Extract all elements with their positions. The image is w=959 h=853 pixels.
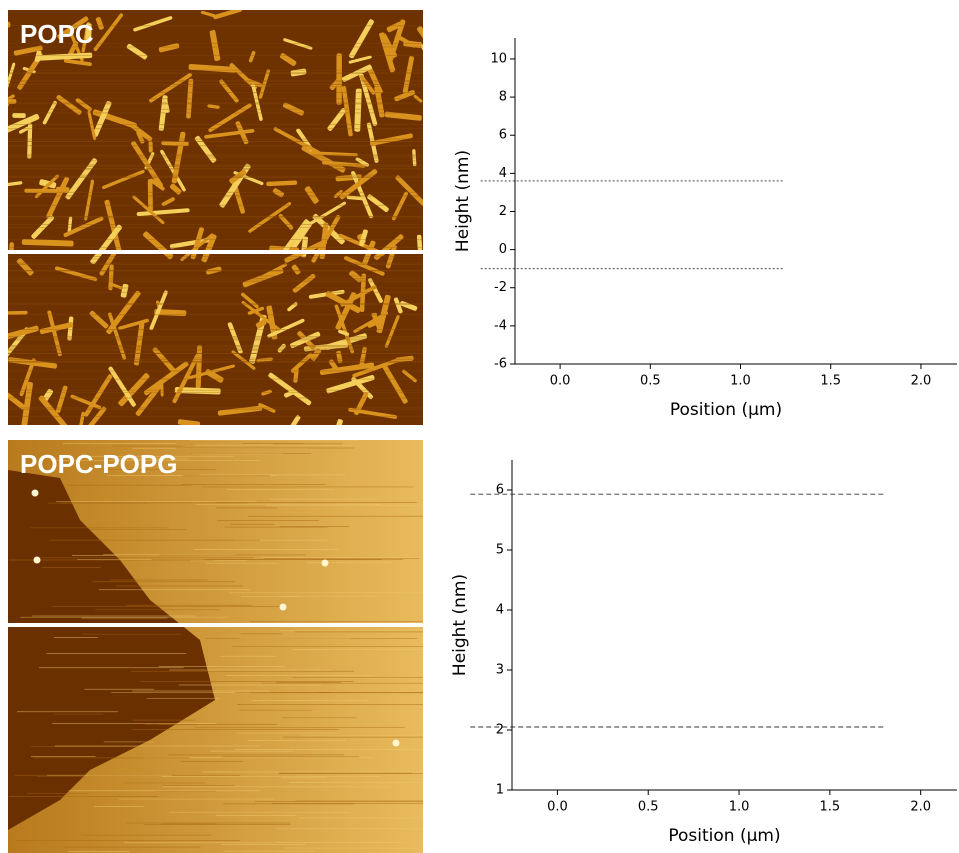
afm-particle	[32, 490, 39, 497]
y-tick-label: 4	[496, 603, 504, 618]
x-tick-label: 1.0	[730, 374, 751, 389]
x-tick-label: 0.0	[547, 800, 568, 815]
afm-fibril	[148, 179, 153, 211]
y-axis-label: Height (nm)	[453, 150, 473, 252]
y-tick-label: 0	[499, 242, 507, 257]
x-tick-label: 0.5	[640, 374, 661, 389]
afm-particle	[280, 604, 287, 611]
y-tick-label: 6	[496, 483, 504, 498]
y-tick-label: 3	[496, 663, 504, 678]
y-tick-label: -4	[494, 318, 507, 333]
y-tick-label: 6	[499, 128, 507, 143]
y-tick-label: 10	[490, 51, 507, 66]
y-tick-label: 4	[499, 166, 507, 181]
afm-fibril	[149, 141, 153, 152]
afm-fibril	[12, 113, 25, 118]
afm-image	[0, 7, 436, 461]
y-tick-label: -2	[494, 280, 507, 295]
x-axis-label: Position (μm)	[668, 826, 780, 846]
image-label: POPC	[20, 19, 94, 49]
x-tick-label: 0.5	[638, 800, 659, 815]
image-label: POPC-POPG	[20, 449, 177, 479]
page: POPC POPC-POPG -6 -4 -2 0 2 4 6 8 10 0.0 0.5 1.0 1.5…	[0, 0, 959, 853]
x-tick-label: 1.0	[729, 800, 750, 815]
x-tick-label: 0.0	[550, 374, 571, 389]
afm-fibril	[0, 212, 8, 231]
afm-particle	[34, 557, 41, 564]
y-tick-label: 2	[496, 723, 504, 738]
y-tick-label: 5	[496, 543, 504, 558]
afm-particle	[322, 560, 329, 567]
profile-line	[8, 623, 423, 627]
y-axis-label: Height (nm)	[450, 574, 470, 676]
y-tick-label: 8	[499, 90, 507, 105]
charts: -6 -4 -2 0 2 4 6 8 10 0.0 0.5 1.0 1.5 2.0 Position (μm…	[450, 38, 957, 846]
x-tick-label: 1.5	[820, 800, 841, 815]
x-tick-label: 2.0	[910, 800, 931, 815]
y-tick-label: -6	[494, 357, 507, 372]
x-tick-label: 1.5	[820, 374, 841, 389]
x-tick-label: 2.0	[911, 374, 932, 389]
y-tick-label: 2	[499, 204, 507, 219]
y-tick-label: 1	[496, 783, 504, 798]
figure: POPC POPC-POPG -6 -4 -2 0 2 4 6 8 10 0.0 0.5 1.0 1.5…	[0, 0, 959, 853]
profile-line	[8, 250, 423, 254]
x-axis-label: Position (μm)	[670, 400, 782, 420]
afm-particle	[393, 740, 400, 747]
